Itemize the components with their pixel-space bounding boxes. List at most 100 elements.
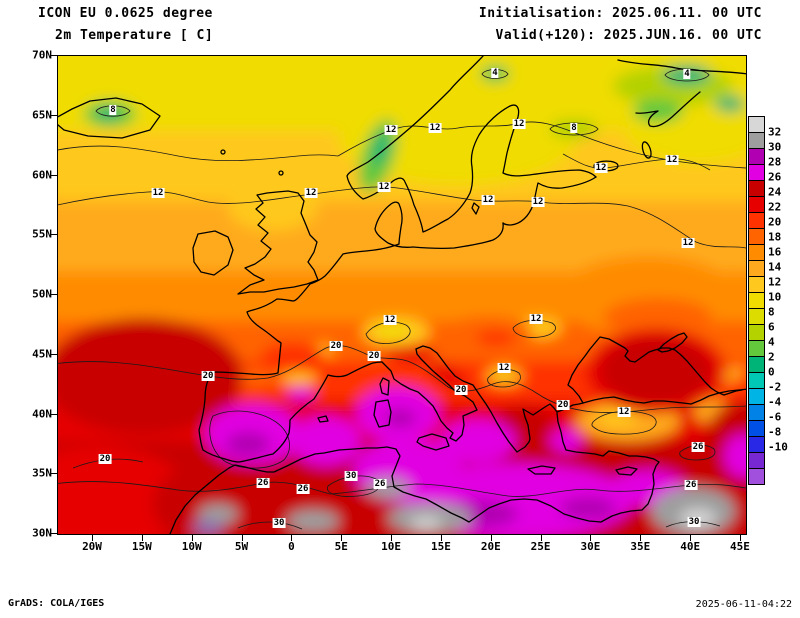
longitude-axis-tick: [690, 534, 692, 541]
latitude-axis-label: 35N: [32, 466, 52, 480]
latitude-axis-label: 30N: [32, 526, 52, 540]
latitude-axis-label: 55N: [32, 227, 52, 241]
contour-label: 12: [151, 188, 165, 198]
colorbar-segment: [749, 181, 764, 197]
creation-timestamp: 2025-06-11-04:22: [695, 599, 792, 610]
colorbar-segment: [749, 405, 764, 421]
colorbar-label: 22: [768, 200, 782, 214]
colorbar-label: 8: [768, 305, 775, 319]
temperature-colorbar: [748, 116, 765, 485]
colorbar-segment: [749, 453, 764, 469]
colorbar-label: 26: [768, 170, 782, 184]
colorbar-label: 2: [768, 350, 775, 364]
latitude-axis-tick: [50, 473, 57, 475]
latitude-axis-tick: [50, 174, 57, 176]
latitude-axis-label: 50N: [32, 287, 52, 301]
longitude-axis-tick: [92, 534, 93, 541]
latitude-axis-tick: [50, 55, 57, 56]
contour-label: 20: [201, 371, 215, 381]
contour-label: 12: [481, 195, 495, 205]
longitude-axis-label: 15E: [430, 540, 451, 553]
longitude-axis-label: 45E: [730, 540, 750, 553]
longitude-axis-tick: [640, 534, 642, 541]
latitude-axis-label: 45N: [32, 347, 52, 361]
contour-label: 12: [383, 315, 397, 325]
colorbar-label: 16: [768, 245, 782, 259]
model-title: ICON EU 0.0625 degree: [38, 6, 213, 21]
contour-label: 8: [570, 123, 578, 133]
longitude-axis-label: 20E: [480, 540, 501, 553]
colorbar-label: 28: [768, 155, 782, 169]
latitude-axis-tick: [50, 413, 57, 415]
longitude-axis-label: 10W: [181, 540, 202, 553]
europe-temperature-map: [58, 56, 746, 534]
colorbar-label: 12: [768, 275, 782, 289]
colorbar-segment: [749, 325, 764, 341]
longitude-axis-label: 5E: [334, 540, 348, 553]
colorbar-segment: [749, 213, 764, 229]
colorbar-segment: [749, 357, 764, 373]
longitude-axis-tick: [341, 534, 343, 541]
contour-label: 4: [491, 68, 499, 78]
contour-label: 12: [617, 407, 631, 417]
colorbar-label: 0: [768, 365, 775, 379]
colorbar-segment: [749, 133, 764, 149]
latitude-axis-tick: [50, 294, 57, 295]
contour-label: 12: [594, 163, 608, 173]
colorbar-label: 18: [768, 230, 782, 244]
contour-label: 12: [497, 363, 511, 373]
colorbar-segment: [749, 277, 764, 293]
map-plot-area: 4 4 8 8 12 12 12 12 12 12 12 12 12 12 12 12 12 12 12 20 20 20…: [57, 55, 747, 535]
colorbar-label: 30: [768, 140, 782, 154]
contour-label: 12: [529, 314, 543, 324]
longitude-axis-tick: [191, 534, 193, 541]
colorbar-label: 14: [768, 260, 782, 274]
contour-label: 26: [684, 480, 698, 490]
contour-label: 12: [384, 125, 398, 135]
colorbar-label: -6: [768, 410, 782, 424]
colorbar-label: -4: [768, 395, 782, 409]
longitude-axis-label: 25E: [530, 540, 551, 553]
colorbar-label: 20: [768, 215, 782, 229]
colorbar-segment: [749, 293, 764, 309]
longitude-axis-label: 5W: [234, 540, 249, 553]
contour-label: 12: [304, 188, 318, 198]
colorbar-segment: [749, 149, 764, 165]
contour-label: 12: [428, 123, 442, 133]
longitude-axis-tick: [440, 534, 442, 541]
coastlines: [58, 56, 746, 534]
latitude-axis-label: 65N: [32, 108, 52, 122]
colorbar-segment: [749, 197, 764, 213]
longitude-axis-label: 30E: [580, 540, 601, 553]
colorbar-segment: [749, 389, 764, 405]
longitude-axis-label: 40E: [680, 540, 701, 553]
latitude-axis-tick: [50, 533, 57, 534]
temperature-field: [58, 56, 746, 534]
colorbar-label: 32: [768, 125, 782, 139]
longitude-axis-label: 20W: [82, 540, 102, 553]
contour-label: 20: [367, 351, 381, 361]
colorbar-segment: [749, 469, 764, 484]
contour-label: 30: [344, 471, 358, 481]
longitude-axis-label: 0: [288, 540, 295, 553]
contour-label: 12: [665, 155, 679, 165]
colorbar-label: 6: [768, 320, 775, 334]
colorbar-label: 10: [768, 290, 782, 304]
colorbar-segment: [749, 421, 764, 437]
contour-label: 26: [296, 484, 310, 494]
longitude-axis-label: 35E: [630, 540, 651, 553]
colorbar-label: 24: [768, 185, 782, 199]
contour-label: 20: [454, 385, 468, 395]
colorbar-segment: [749, 309, 764, 325]
contour-label: 30: [687, 517, 701, 527]
contour-label: 12: [377, 182, 391, 192]
latitude-axis-tick: [50, 353, 57, 355]
contour-label: 26: [256, 478, 270, 488]
longitude-axis-label: 15W: [131, 540, 152, 553]
longitude-axis-tick: [540, 534, 542, 541]
contour-label: 26: [691, 442, 705, 452]
initialisation-text: Initialisation: 2025.06.11. 00 UTC: [478, 6, 762, 21]
contour-label: 12: [681, 238, 695, 248]
colorbar-segment: [749, 117, 764, 133]
